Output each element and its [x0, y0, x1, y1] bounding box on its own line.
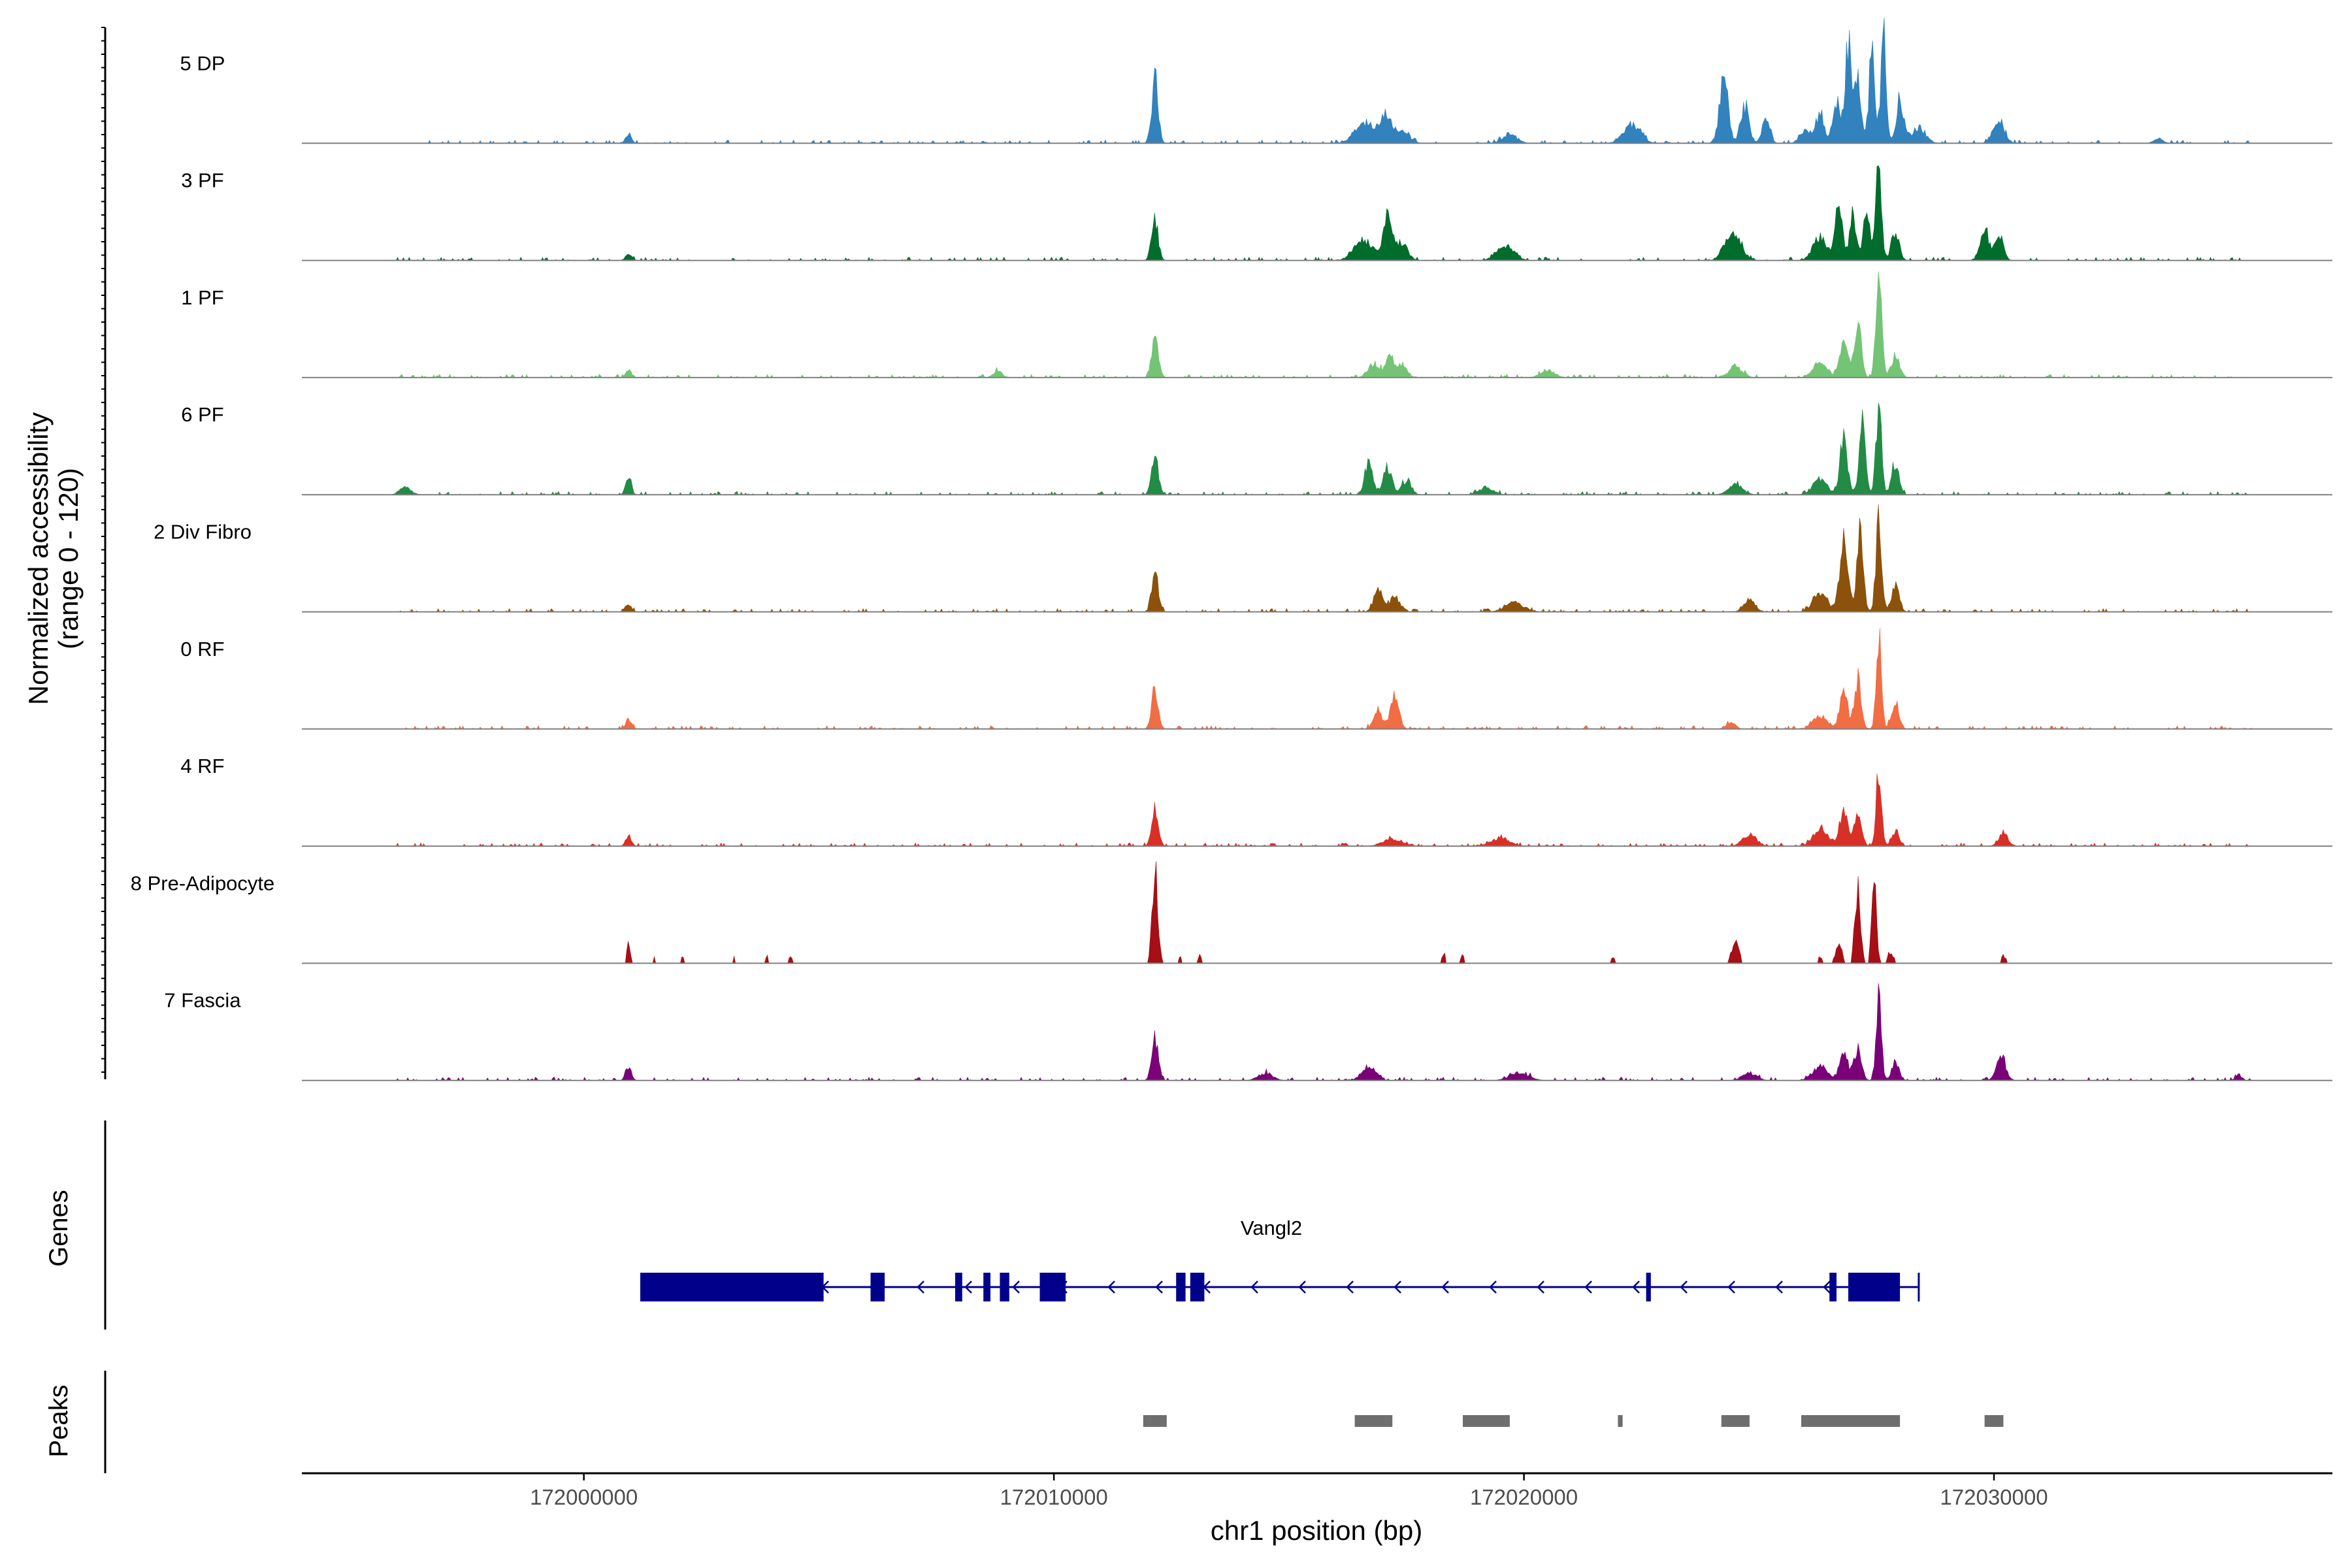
y-axis-title: Normalized accessibility (range 0 - 120): [23, 412, 84, 705]
x-tick-label: 172010000: [1000, 1485, 1108, 1509]
track-3-pf: 3 PF: [181, 165, 2332, 261]
peak-region: [1463, 1415, 1510, 1427]
peaks-panel: [1143, 1415, 2004, 1427]
strand-arrow: [1346, 1281, 1354, 1294]
track-label: 6 PF: [181, 403, 223, 426]
strand-arrow: [1489, 1281, 1497, 1294]
gene-exon: [1829, 1273, 1837, 1301]
y-axis-title-line-1: Normalized accessibility: [23, 412, 54, 705]
gene-exon: [1039, 1273, 1066, 1301]
gene-exon: [1646, 1273, 1651, 1301]
track-0-rf: 0 RF: [180, 627, 2332, 730]
gene-exon: [1176, 1273, 1186, 1301]
strand-arrow: [1537, 1281, 1544, 1294]
genes-panel: Vangl2: [640, 1217, 1920, 1301]
track-area: [302, 861, 2332, 964]
x-axis-title: chr1 position (bp): [1211, 1515, 1423, 1546]
track-area: [302, 983, 2332, 1081]
track-label: 5 DP: [180, 52, 225, 74]
track-area: [302, 774, 2332, 847]
strand-arrow: [1727, 1281, 1735, 1294]
track-label: 7 Fascia: [164, 989, 241, 1012]
track-area: [302, 165, 2332, 261]
track-7-fascia: 7 Fascia: [164, 983, 2332, 1081]
peak-region: [1721, 1415, 1750, 1427]
track-label: 1 PF: [181, 286, 223, 309]
track-label: 4 RF: [180, 755, 224, 777]
gene-exon: [1190, 1273, 1205, 1301]
strand-arrow: [1107, 1281, 1115, 1294]
strand-arrow: [1584, 1281, 1592, 1294]
x-tick-label: 172020000: [1470, 1485, 1578, 1509]
track-6-pf: 6 PF: [181, 402, 2332, 496]
gene-exon: [1000, 1273, 1009, 1301]
x-tick-label: 172030000: [1940, 1485, 2048, 1509]
gene-name-label: Vangl2: [1241, 1217, 1302, 1239]
peak-region: [1143, 1415, 1167, 1427]
gene-model-vangl2: Vangl2: [640, 1217, 1920, 1301]
gene-exon: [1848, 1273, 1901, 1301]
track-4-rf: 4 RF: [180, 755, 2332, 847]
track-label: 8 Pre-Adipocyte: [131, 872, 275, 894]
track-5-dp: 5 DP: [180, 18, 2332, 144]
gene-exon: [640, 1273, 824, 1301]
track-2-div-fibro: 2 Div Fibro: [154, 504, 2332, 613]
genes-panel-label: Genes: [44, 1190, 73, 1267]
track-area: [302, 504, 2332, 613]
track-area: [302, 402, 2332, 495]
gene-exon: [983, 1273, 990, 1301]
strand-arrow: [964, 1281, 972, 1294]
strand-arrow: [1298, 1281, 1306, 1294]
peaks-panel-label: Peaks: [44, 1384, 73, 1457]
strand-arrow: [917, 1281, 924, 1294]
strand-arrow: [1775, 1281, 1783, 1294]
gene-exon: [870, 1273, 885, 1301]
strand-arrow: [1012, 1281, 1020, 1294]
strand-arrow: [1250, 1281, 1258, 1294]
peak-region: [1354, 1415, 1393, 1427]
peak-region: [1618, 1415, 1623, 1427]
track-1-pf: 1 PF: [181, 271, 2332, 378]
strand-arrow: [1394, 1281, 1401, 1294]
track-area: [302, 18, 2332, 144]
track-8-pre-adipocyte: 8 Pre-Adipocyte: [131, 861, 2332, 964]
coverage-tracks: 5 DP 3 PF 1 PF 6 PF 2 Div Fibro 0 RF 4 RF 8 Pre…: [131, 18, 2332, 1081]
peak-region: [1984, 1415, 2004, 1427]
track-area: [302, 627, 2332, 730]
x-tick-label: 172000000: [530, 1485, 638, 1509]
strand-arrow: [1155, 1281, 1163, 1294]
y-axis-title-line-2: (range 0 - 120): [53, 468, 84, 649]
track-label: 3 PF: [181, 169, 223, 192]
strand-arrow: [1632, 1281, 1640, 1294]
track-area: [302, 271, 2332, 378]
track-label: 0 RF: [180, 638, 224, 661]
strand-arrow: [1680, 1281, 1688, 1294]
left-axis-group: [101, 27, 106, 1473]
gene-exon: [955, 1273, 962, 1301]
strand-arrow: [1441, 1281, 1449, 1294]
strand-arrow: [1823, 1281, 1831, 1294]
track-label: 2 Div Fibro: [154, 521, 252, 544]
x-axis: 172000000 172010000 172020000 172030000: [302, 1472, 2332, 1509]
peak-region: [1801, 1415, 1901, 1427]
